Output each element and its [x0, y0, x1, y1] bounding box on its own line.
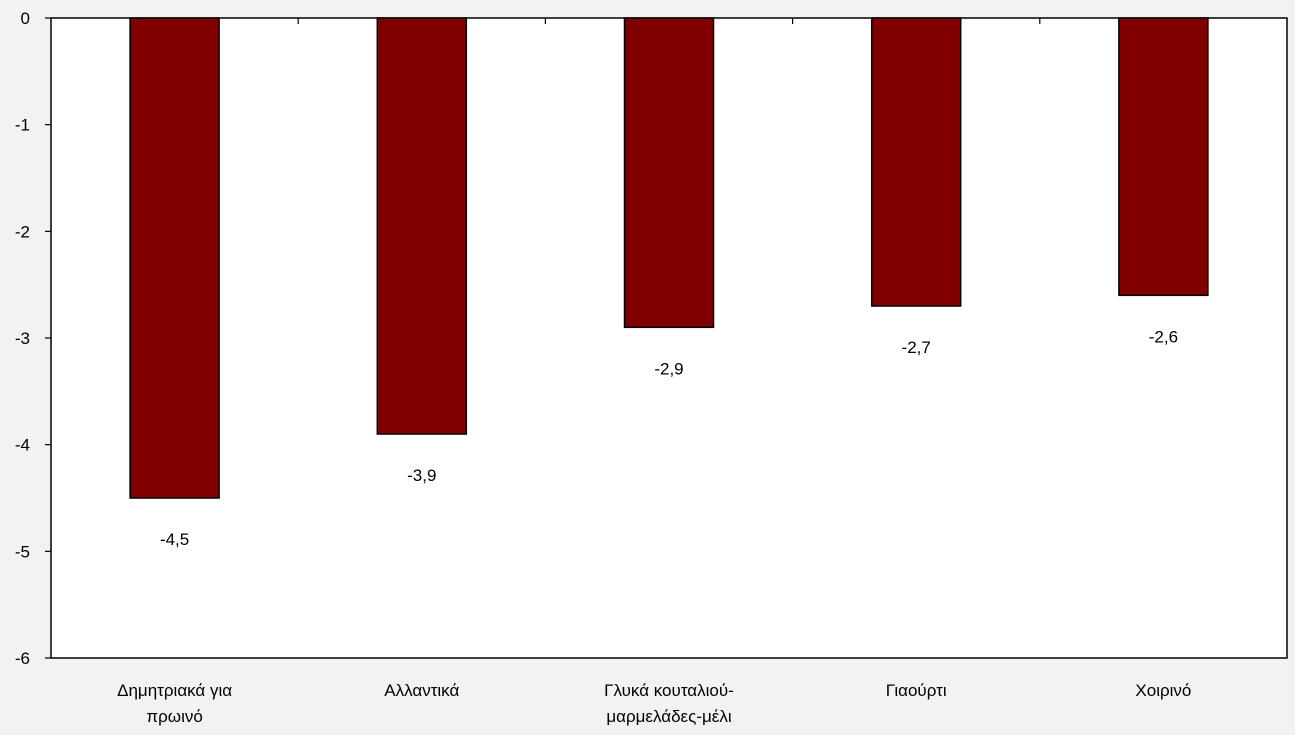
x-category-label: Δημητριακά για	[117, 681, 232, 700]
y-tick-label: 0	[21, 9, 30, 28]
bar	[623, 17, 715, 329]
bar	[129, 17, 220, 499]
bars	[129, 17, 1209, 499]
bar	[376, 17, 468, 435]
data-label: -2,7	[902, 338, 931, 357]
category-labels: Δημητριακά για πρωινό Αλλαντικά Γλυκά κουτα…	[117, 681, 1191, 726]
y-axis: 0 -1 -2 -3 -4 -5 -6	[15, 9, 51, 668]
x-axis	[297, 18, 1041, 24]
x-category-label: Γιαούρτι	[886, 681, 947, 700]
bar	[1118, 17, 1209, 297]
y-tick-label: -2	[15, 222, 30, 241]
y-tick-label: -3	[15, 329, 30, 348]
bar	[870, 17, 962, 307]
x-category-label: πρωινό	[146, 707, 202, 726]
y-tick-label: -4	[15, 436, 30, 455]
y-tick-label: -5	[15, 542, 30, 561]
x-category-label: μαρμελάδες-μέλι	[606, 707, 732, 726]
x-category-label: Χοιρινό	[1135, 681, 1191, 700]
y-tick-label: -1	[15, 116, 30, 135]
data-label: -2,9	[654, 359, 683, 378]
y-tick-label: -6	[15, 649, 30, 668]
x-category-label: Γλυκά κουταλιού-	[604, 681, 734, 700]
data-label: -3,9	[407, 466, 436, 485]
data-label: -4,5	[160, 530, 189, 549]
data-labels: -4,5 -3,9 -2,9 -2,7 -2,6	[160, 327, 1178, 549]
data-label: -2,6	[1149, 327, 1178, 346]
x-category-label: Αλλαντικά	[384, 681, 459, 700]
